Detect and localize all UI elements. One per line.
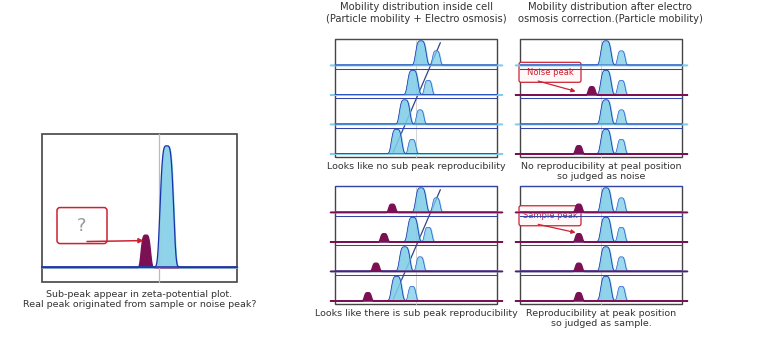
Text: Sub-peak appear in zeta-potential plot.
Real peak originated from sample or nois: Sub-peak appear in zeta-potential plot. … <box>23 290 257 310</box>
FancyBboxPatch shape <box>335 39 497 157</box>
FancyBboxPatch shape <box>57 207 107 244</box>
Text: Mobility distribution after electro
osmosis correction.(Particle mobility): Mobility distribution after electro osmo… <box>518 2 703 24</box>
Text: No reproducibility at peal position
so judged as noise: No reproducibility at peal position so j… <box>521 162 681 181</box>
Text: Mobility distribution inside cell
(Particle mobility + Electro osmosis): Mobility distribution inside cell (Parti… <box>326 2 506 24</box>
Text: Sample peak: Sample peak <box>523 211 578 220</box>
FancyBboxPatch shape <box>42 134 237 282</box>
FancyBboxPatch shape <box>519 62 581 82</box>
FancyBboxPatch shape <box>520 39 682 157</box>
Text: ?: ? <box>78 216 87 235</box>
Text: Looks like there is sub peak reproducibility: Looks like there is sub peak reproducibi… <box>315 309 518 318</box>
FancyBboxPatch shape <box>520 186 682 304</box>
FancyBboxPatch shape <box>519 206 581 226</box>
FancyBboxPatch shape <box>335 186 497 304</box>
Text: Reproducibility at peak position
so judged as sample.: Reproducibility at peak position so judg… <box>526 309 676 328</box>
Text: Noise peak: Noise peak <box>527 68 574 77</box>
Text: Looks like no sub peak reproducibility: Looks like no sub peak reproducibility <box>326 162 505 171</box>
